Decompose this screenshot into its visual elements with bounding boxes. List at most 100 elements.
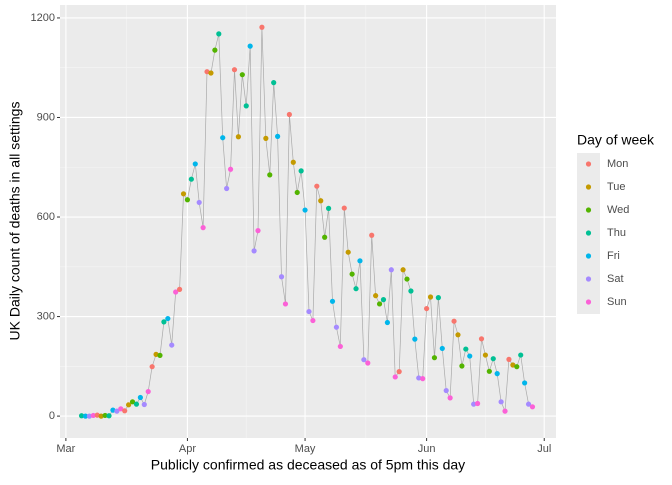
point <box>392 374 398 380</box>
point <box>157 352 163 358</box>
point <box>373 293 379 299</box>
point <box>306 308 312 315</box>
legend-marker <box>585 230 592 236</box>
point <box>310 317 316 324</box>
point <box>416 375 422 381</box>
point <box>525 401 532 407</box>
legend-marker <box>585 184 592 190</box>
x-axis-title: Publicly confirmed as deceased as of 5pm… <box>151 457 465 473</box>
y-axis-title: UK Daily count of deaths in all settings <box>7 102 23 341</box>
point <box>184 197 191 203</box>
point <box>369 232 375 238</box>
point <box>137 394 143 401</box>
point <box>247 43 253 49</box>
point <box>176 286 183 292</box>
legend-marker <box>585 299 592 305</box>
point <box>510 362 516 368</box>
point <box>126 402 132 408</box>
point <box>412 336 418 342</box>
legend-label: Wed <box>607 204 629 216</box>
point <box>357 258 363 264</box>
point <box>365 360 371 366</box>
point <box>196 199 202 206</box>
point <box>212 47 218 53</box>
point <box>345 249 351 255</box>
point <box>263 135 269 141</box>
point <box>463 346 469 352</box>
point <box>282 301 289 307</box>
point <box>349 271 355 277</box>
legend-marker <box>585 207 592 213</box>
point <box>145 388 151 395</box>
legend-title: Day of week <box>577 132 655 148</box>
y-tick-label: 600 <box>37 211 55 223</box>
point <box>208 70 214 76</box>
point <box>251 248 257 254</box>
x-tick-label: Mar <box>56 443 75 455</box>
point <box>447 395 453 401</box>
point <box>396 369 402 375</box>
point <box>459 363 465 369</box>
point <box>290 159 296 165</box>
point <box>518 352 524 358</box>
point <box>529 404 536 410</box>
point <box>388 267 394 273</box>
point <box>494 371 500 377</box>
point <box>482 352 489 358</box>
legend-marker <box>585 276 592 282</box>
x-tick-label: Apr <box>179 443 196 455</box>
point <box>329 298 336 304</box>
point <box>506 356 512 362</box>
point <box>451 318 457 324</box>
point <box>522 380 528 386</box>
point <box>224 185 230 192</box>
point <box>216 31 222 37</box>
point <box>502 408 508 414</box>
point <box>490 356 496 362</box>
point <box>376 301 383 307</box>
point <box>424 305 430 312</box>
legend-label: Sun <box>607 296 627 308</box>
point <box>486 368 492 374</box>
point <box>78 413 85 419</box>
point <box>106 413 112 419</box>
point <box>298 168 304 174</box>
point <box>435 295 441 301</box>
point <box>498 399 504 405</box>
legend-marker <box>585 161 592 167</box>
point <box>94 412 100 418</box>
point <box>227 166 234 172</box>
point <box>192 161 198 167</box>
point <box>102 412 108 419</box>
point <box>259 24 265 30</box>
point <box>420 376 426 382</box>
point <box>341 205 347 211</box>
point <box>122 408 128 414</box>
legend-marker <box>585 253 592 259</box>
point <box>322 234 328 240</box>
point <box>337 343 343 350</box>
point <box>286 111 292 118</box>
legend-label: Mon <box>607 158 628 170</box>
point <box>82 413 89 419</box>
point <box>471 401 477 407</box>
point <box>514 364 520 370</box>
point <box>169 342 175 348</box>
point <box>404 276 410 282</box>
legend-label: Tue <box>607 181 626 193</box>
point <box>325 205 332 211</box>
point <box>86 413 93 419</box>
point <box>353 286 359 292</box>
point <box>220 135 226 141</box>
point <box>141 401 147 408</box>
point <box>275 133 281 139</box>
point <box>149 364 155 370</box>
point <box>204 69 210 75</box>
legend-label: Fri <box>607 250 620 262</box>
point <box>153 351 159 357</box>
point <box>439 345 445 352</box>
point <box>161 319 167 325</box>
point <box>180 191 187 197</box>
point <box>467 353 473 359</box>
